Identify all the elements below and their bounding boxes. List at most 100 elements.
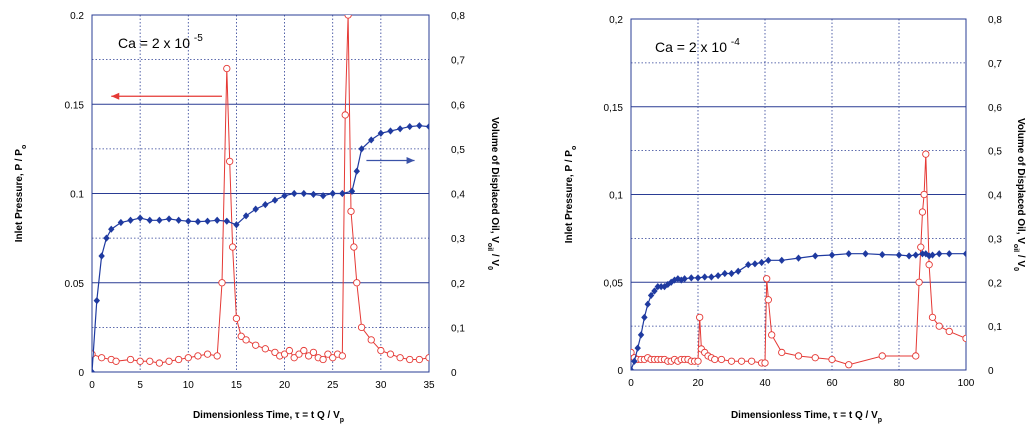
data-point [764,296,772,304]
data-point [228,243,237,251]
plot-frame [91,14,430,373]
data-point [845,250,852,258]
data-point [915,278,923,286]
data-point [714,272,722,280]
series-line [92,15,429,364]
data-point [945,327,953,336]
data-point [631,357,638,365]
data-point [879,251,886,259]
y2-tick-label: 0,3 [988,234,1002,245]
data-point [688,274,695,282]
data-point [386,350,395,358]
data-point [745,261,752,269]
data-point [425,122,429,131]
data-point [194,218,202,226]
x-tick-label: 60 [826,378,838,389]
y-tick-label: 0,2 [609,15,623,26]
y-tick-label: 0,1 [609,191,623,202]
data-point [97,354,106,362]
data-point [387,127,394,135]
y2-tick-label: 0,6 [988,103,1002,114]
data-point [696,313,704,321]
data-point [728,269,735,278]
data-point [233,221,240,229]
data-point [223,64,231,73]
y2-tick-label: 0,8 [988,15,1002,26]
data-point [117,218,125,227]
y2-tick-label: 0,5 [988,147,1002,158]
y2-tick-label: 0,4 [451,190,465,201]
data-point [765,256,772,264]
series-inlet-pressure [631,150,966,369]
data-point [708,273,715,281]
data-point [92,368,96,372]
data-point [925,261,933,269]
data-point [112,357,120,365]
y2-tick-label: 0,7 [988,59,1002,70]
data-point [146,357,154,365]
data-point [758,258,765,267]
data-point [962,334,966,343]
arrow-head [111,92,120,100]
data-point [917,243,925,251]
data-point [262,201,269,209]
data-point [146,216,153,224]
y2-tick-label: 0,3 [451,234,465,245]
data-point [329,354,337,362]
data-point [252,341,260,349]
series-inlet-pressure [92,15,429,367]
y-tick-label: 0.05 [65,279,85,290]
data-point [828,251,836,259]
data-point [309,348,318,357]
data-point [103,234,110,242]
data-point [641,313,648,321]
x-axis-label: Dimensionless Time, τ = t Q / Vp [731,410,882,424]
y2-axis-label: Volume of Displaced Oil, Voil / V0 [486,117,500,270]
data-point [406,122,413,131]
data-point [175,355,183,364]
y2-axis-label: Volume of Displaced Oil, Voil / V0 [1012,118,1026,271]
x-tick-label: 20 [279,380,291,391]
data-point [721,269,728,278]
data-point [339,189,346,198]
y2-tick-label: 0,4 [988,191,1002,202]
ca-annotation: Ca = 2 x 10 -4 [655,37,740,55]
data-point [828,355,836,364]
data-point [108,225,115,233]
data-point [126,355,135,364]
data-point [175,216,182,224]
data-point [711,355,719,364]
x-tick-label: 0 [89,380,95,391]
data-point [922,250,929,258]
data-point [377,129,385,137]
data-point [338,352,346,360]
data-point [425,354,429,362]
data-point [651,287,658,295]
data-point [668,278,675,286]
data-point [694,274,702,282]
data-point [631,366,635,370]
data-point [98,252,105,260]
data-point [396,354,404,362]
y2-tick-label: 0,2 [988,278,1002,289]
data-point [348,187,356,195]
data-point [735,267,742,275]
data-point [751,260,759,268]
data-point [768,331,776,339]
y-tick-label: 0,15 [604,103,624,114]
y2-tick-label: 0,2 [451,279,465,290]
data-point [353,279,361,287]
data-point [761,359,769,367]
y2-tick-label: 0,1 [988,322,1002,333]
data-point [664,280,672,289]
data-point [928,313,937,321]
y2-tick-label: 0,5 [451,145,465,156]
data-point [136,357,144,365]
data-point [812,252,819,260]
y2-tick-label: 0,7 [451,56,465,67]
data-point [367,336,375,344]
data-point [657,283,665,291]
data-point [357,323,366,332]
data-point [350,243,358,251]
data-point [155,359,164,367]
